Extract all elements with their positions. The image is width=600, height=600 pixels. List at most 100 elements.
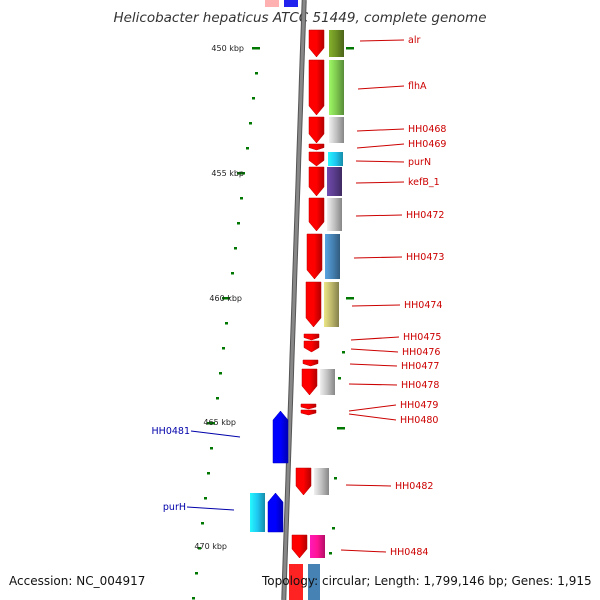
gene-label-hh0480[interactable]: HH0480 (400, 415, 438, 426)
gene-label-hh0479[interactable]: HH0479 (400, 400, 438, 411)
genome-title: Helicobacter hepaticus ATCC 51449, compl… (113, 10, 486, 26)
major-tick (222, 297, 230, 300)
cog-block-hh0472 (327, 198, 342, 231)
minor-tick (255, 72, 258, 75)
gene-arrow-hh0472[interactable] (308, 197, 325, 232)
label-leader (349, 363, 398, 367)
gene-arrow-hh0477[interactable] (302, 359, 319, 367)
partial-cog-bottom (308, 564, 320, 600)
cog-block-hh0478 (320, 369, 335, 395)
gene-label-hh0468[interactable]: HH0468 (408, 124, 446, 135)
gene-label-kefb_1[interactable]: kefB_1 (408, 177, 440, 188)
minor-tick (210, 447, 213, 450)
gene-arrow-purn[interactable] (308, 151, 325, 167)
gene-arrow-hh0468[interactable] (308, 116, 325, 144)
cog-blocks (250, 30, 344, 558)
label-leader (348, 404, 397, 412)
gene-label-hh0474[interactable]: HH0474 (404, 300, 442, 311)
gene-label-hh0469[interactable]: HH0469 (408, 139, 446, 150)
gene-label-alr[interactable]: alr (408, 35, 420, 46)
backbone (281, 0, 307, 600)
gene-arrow-hh0481[interactable] (272, 410, 289, 464)
gene-arrow-hh0480[interactable] (300, 409, 317, 416)
gene-label-hh0473[interactable]: HH0473 (406, 252, 444, 263)
tick-label: 460 kbp (209, 294, 242, 303)
tick-label: 465 kbp (203, 418, 236, 427)
minor-tick (192, 597, 195, 600)
partial-gene-top (284, 0, 298, 7)
label-leader (355, 181, 405, 184)
gene-label-purh[interactable]: purH (163, 502, 186, 513)
label-leader (355, 160, 405, 163)
gene-arrow-hh0484[interactable] (291, 534, 308, 559)
gene-label-purn[interactable]: purN (408, 157, 431, 168)
partial-gene-top (265, 0, 279, 7)
gene-label-hh0481[interactable]: HH0481 (152, 426, 190, 437)
tick-label: 455 kbp (211, 169, 244, 178)
gene-arrows (265, 0, 325, 600)
minor-tick (249, 122, 252, 125)
gene-arrow-hh0476[interactable] (303, 340, 320, 353)
minor-tick (225, 322, 228, 325)
cog-block-hh0473 (325, 234, 340, 279)
gene-label-hh0472[interactable]: HH0472 (406, 210, 444, 221)
gene-arrow-flha[interactable] (308, 59, 325, 116)
scale-tick-labels: 450 kbp 455 kbp 460 kbp 465 kbp 470 kbp (194, 44, 244, 551)
gene-arrow-hh0479[interactable] (300, 403, 317, 410)
gene-label-flha[interactable]: flhA (408, 81, 427, 92)
gene-label-hh0477[interactable]: HH0477 (401, 361, 439, 372)
gene-arrow-hh0473[interactable] (306, 233, 323, 280)
partial-gene-bottom (289, 564, 303, 600)
right-tick (334, 477, 337, 480)
gene-arrow-alr[interactable] (308, 29, 325, 58)
minor-tick (207, 472, 210, 475)
minor-tick (216, 397, 219, 400)
gene-arrow-hh0474[interactable] (305, 281, 322, 328)
label-leader (356, 143, 405, 149)
minor-tick (234, 247, 237, 250)
label-leader (340, 549, 387, 553)
major-tick (237, 172, 245, 175)
right-tick (342, 351, 345, 354)
gene-label-hh0478[interactable]: HH0478 (401, 380, 439, 391)
minor-tick (237, 222, 240, 225)
major-tick (252, 47, 260, 50)
minor-tick (195, 572, 198, 575)
gene-labels: alr flhA HH0468 HH0469 purN kefB_1 HH0472 HH047… (152, 35, 447, 558)
right-tick (329, 552, 332, 555)
gene-label-hh0475[interactable]: HH0475 (403, 332, 441, 343)
label-leader (357, 85, 405, 90)
gene-arrow-purh[interactable] (267, 492, 284, 533)
right-tick (338, 377, 341, 380)
label-leader (350, 348, 399, 353)
label-leader (359, 39, 405, 42)
minor-tick (231, 272, 234, 275)
scale-ticks (192, 47, 354, 600)
gene-arrow-hh0478[interactable] (301, 368, 318, 396)
minor-tick (201, 522, 204, 525)
topology-text: Topology: circular; Length: 1,799,146 bp… (262, 574, 592, 588)
minor-tick (246, 147, 249, 150)
minor-tick (219, 372, 222, 375)
label-leader (186, 506, 235, 511)
cog-block-purn (328, 152, 343, 166)
tick-label: 470 kbp (194, 542, 227, 551)
gene-label-hh0484[interactable]: HH0484 (390, 547, 428, 558)
backbone-highlight (282, 0, 306, 600)
gene-arrow-kefb_1[interactable] (308, 166, 325, 197)
cog-block-hh0474 (324, 282, 339, 327)
gene-label-hh0482[interactable]: HH0482 (395, 481, 433, 492)
label-leader (348, 383, 398, 386)
gene-arrow-hh0475[interactable] (303, 333, 320, 341)
minor-tick (240, 197, 243, 200)
gene-label-hh0476[interactable]: HH0476 (402, 347, 440, 358)
minor-tick (222, 347, 225, 350)
gene-arrow-hh0482[interactable] (295, 467, 312, 496)
gene-arrow-hh0469[interactable] (308, 143, 325, 151)
cog-block-hh0482 (314, 468, 329, 495)
label-leader (350, 336, 400, 341)
minor-tick (252, 97, 255, 100)
label-leader (348, 413, 397, 421)
cog-block-hh0484 (310, 535, 325, 558)
cog-block-kefb_1 (327, 167, 342, 196)
